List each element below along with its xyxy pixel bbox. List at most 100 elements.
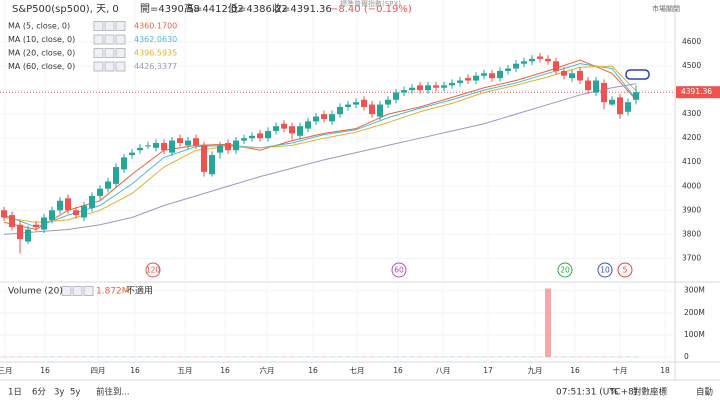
candle-body: [57, 200, 63, 211]
candle-body: [385, 99, 391, 105]
candle-body: [97, 188, 103, 196]
x-tick-label: 三月: [0, 366, 13, 375]
marker[interactable]: [145, 262, 161, 278]
candle-body: [233, 140, 239, 151]
candle-body: [337, 106, 343, 115]
candle-body: [153, 143, 159, 148]
marker[interactable]: [617, 262, 633, 278]
candle-body: [201, 145, 207, 172]
candle-body: [497, 70, 503, 79]
candle-body: [113, 167, 119, 184]
legend-button[interactable]: [104, 48, 115, 58]
candle-body: [329, 114, 335, 122]
marker-label: 10: [600, 266, 610, 275]
candle-body: [377, 104, 383, 117]
candle-body: [305, 121, 311, 129]
legend-button[interactable]: [104, 61, 115, 72]
legend-button[interactable]: [104, 34, 115, 45]
legend-button[interactable]: [83, 286, 94, 296]
toolbar-item[interactable]: 1日: [8, 388, 22, 398]
y-tick-label: 4000: [682, 181, 701, 190]
x-tick-label: 九月: [528, 366, 543, 375]
marker[interactable]: [597, 262, 613, 278]
y-tick-label: 4100: [682, 157, 701, 166]
legend-button[interactable]: [115, 48, 126, 58]
candle-body: [353, 102, 359, 105]
legend-button[interactable]: [72, 286, 83, 296]
candle-body: [393, 92, 399, 100]
candle-body: [289, 126, 295, 134]
candle-body: [633, 92, 639, 100]
marker[interactable]: [391, 262, 407, 278]
x-tick-label: 四月: [91, 366, 106, 375]
candle-body: [257, 133, 263, 139]
ma-line: [3, 59, 637, 231]
subtitle: 標準普爾指數(SPX): [340, 0, 401, 8]
candle-body: [585, 80, 591, 91]
legend-button[interactable]: [61, 286, 72, 296]
candle-body: [89, 195, 95, 208]
ohlc-label: 高=4412.02: [184, 2, 244, 15]
candle-body: [537, 56, 543, 59]
toolbar-item[interactable]: 3y: [54, 388, 64, 398]
volume-tick-label: 100M: [684, 330, 705, 339]
legend-button[interactable]: [93, 34, 104, 45]
candle-body: [545, 58, 551, 62]
legend-button[interactable]: [93, 61, 104, 72]
toolbar-item[interactable]: 5y: [70, 388, 80, 398]
legend-button[interactable]: [115, 34, 126, 45]
legend-name: MA (10, close, 0): [8, 35, 75, 44]
candle-body: [401, 90, 407, 93]
candle-body: [81, 205, 87, 218]
candle-body: [185, 140, 191, 146]
legend-button[interactable]: [104, 21, 115, 31]
candle-body: [273, 126, 279, 131]
marker-label: 120: [146, 266, 161, 275]
ohlc-label: −8.40 (−0.19%): [330, 4, 412, 15]
candle-body: [441, 85, 447, 88]
candle-body: [49, 210, 55, 220]
x-tick-label: 16: [220, 366, 230, 375]
x-tick-label: 16: [308, 366, 318, 375]
legend-button[interactable]: [115, 21, 126, 31]
highlight-box: [625, 69, 650, 80]
x-tick-label: 八月: [436, 366, 451, 375]
marker-label: 5: [623, 266, 628, 275]
candle-body: [41, 217, 47, 230]
volume-value: 1.872M: [96, 287, 130, 297]
toolbar-item[interactable]: 自動: [696, 387, 713, 398]
candle-body: [409, 87, 415, 91]
legend-button[interactable]: [93, 21, 104, 31]
candle-body: [145, 145, 151, 147]
y-tick-label: 3800: [682, 229, 701, 238]
volume-bar: [545, 288, 551, 358]
candle-body: [601, 82, 607, 103]
candle-body: [609, 99, 615, 105]
marker-label: 20: [560, 266, 570, 275]
toolbar-item[interactable]: 對數座標: [633, 387, 668, 398]
legend-button[interactable]: [115, 61, 126, 72]
candle-body: [137, 147, 143, 151]
marker[interactable]: [557, 262, 573, 278]
candle-body: [217, 145, 223, 153]
toolbar-item[interactable]: 6分: [32, 388, 46, 398]
toolbar-item[interactable]: %: [610, 388, 618, 398]
candle-body: [593, 80, 599, 93]
legend-button[interactable]: [93, 48, 104, 58]
candle-body: [9, 215, 15, 228]
ohlc-label: 低=4386.22: [228, 2, 288, 15]
candle-body: [521, 61, 527, 64]
candle-body: [369, 104, 375, 115]
toolbar-item[interactable]: 前往到...: [96, 387, 130, 398]
candle-body: [73, 210, 79, 216]
candle-body: [561, 70, 567, 76]
last-price-label: 4391.36: [681, 87, 712, 96]
y-tick-label: 4300: [682, 109, 701, 118]
candle-body: [225, 143, 231, 151]
candle-body: [105, 181, 111, 189]
x-tick-label: 16: [40, 366, 50, 375]
candle-body: [513, 63, 519, 69]
candle-body: [489, 73, 495, 79]
